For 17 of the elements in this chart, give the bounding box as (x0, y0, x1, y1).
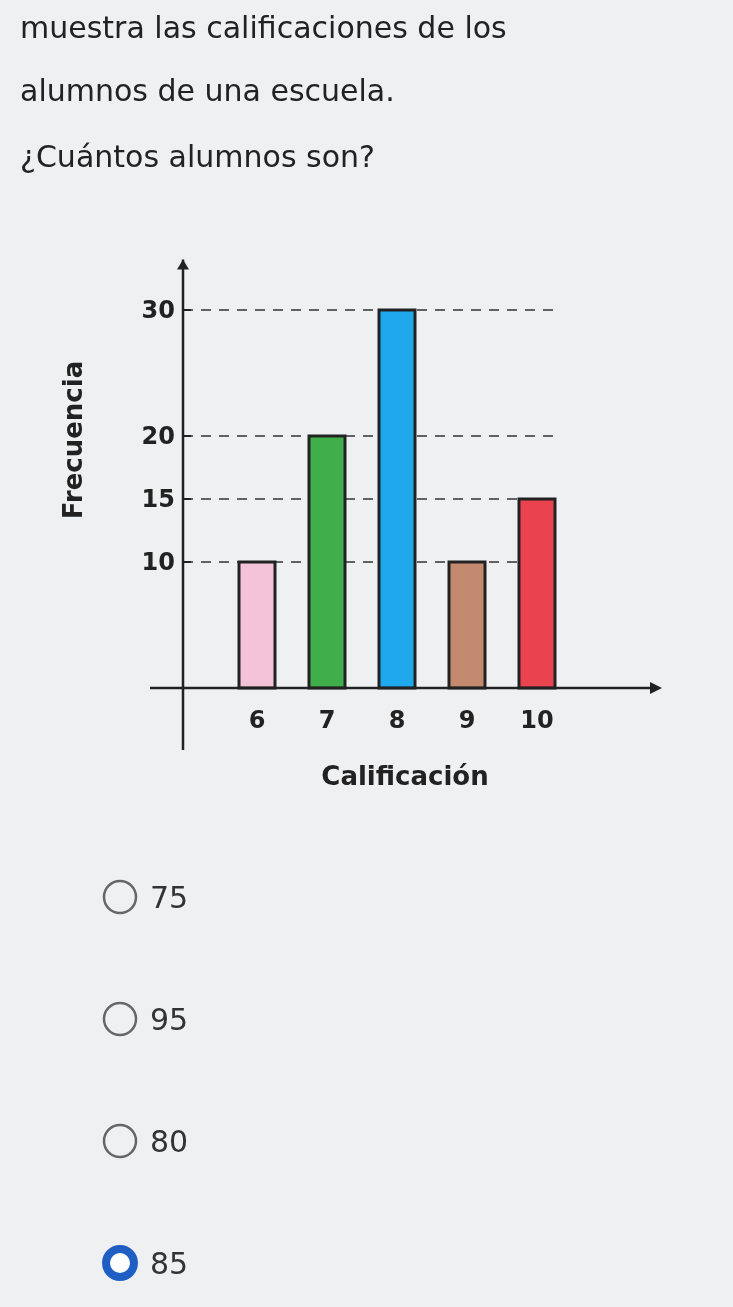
text: 80 (150, 1123, 189, 1159)
y-tick-label: 20 (141, 422, 175, 451)
text: 95 (150, 1001, 189, 1037)
y-axis-title: Frecuencia (58, 360, 88, 520)
x-tick-label: 9 (458, 706, 476, 734)
x-tick-label: 6 (248, 706, 266, 734)
y-tick-label: 15 (141, 485, 175, 514)
text: 75 (150, 879, 189, 915)
chart-subtitle: ¿Cuántos alumnos son? (20, 139, 375, 174)
x-tick-label: 8 (388, 706, 406, 734)
y-tick-label: 10 (141, 548, 175, 577)
chart-title: muestra las calificaciones de los alumnos de una escuela. (20, 10, 507, 108)
x-axis-title: Calificación (321, 761, 489, 791)
x-tick-label: 7 (318, 706, 336, 734)
y-tick-label: 30 (141, 296, 175, 325)
text: 85 (150, 1245, 189, 1281)
x-tick-label: 10 (520, 706, 554, 734)
